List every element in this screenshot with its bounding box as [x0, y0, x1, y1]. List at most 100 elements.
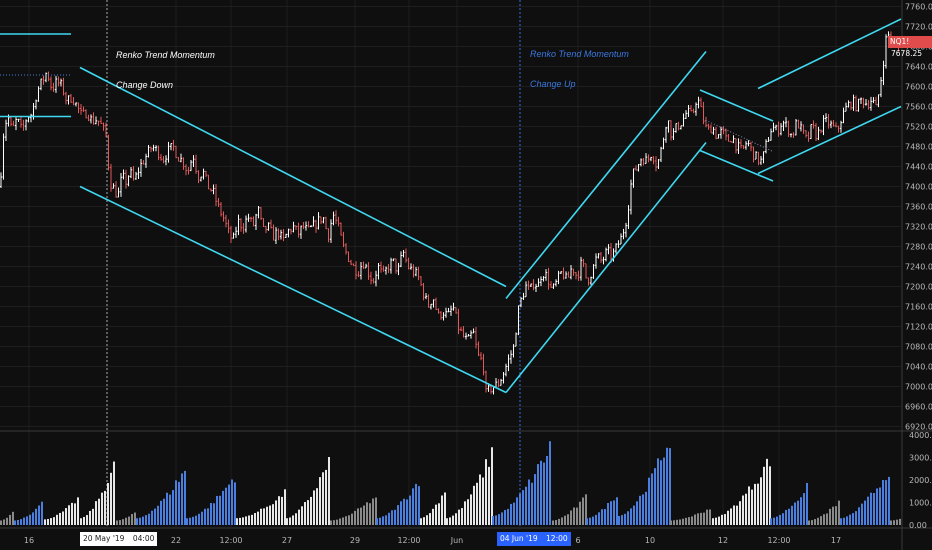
volume-bar: [449, 517, 451, 525]
volume-tick-label: 2000.00: [909, 476, 932, 485]
volume-bar: [516, 497, 518, 525]
volume-bar: [23, 517, 25, 525]
rise-upper: [757, 18, 902, 90]
volume-bar: [697, 513, 699, 525]
volume-bar: [50, 518, 52, 525]
volume-bar: [691, 516, 693, 525]
up-channel-lower: [505, 142, 707, 393]
volume-bar: [195, 515, 197, 525]
volume-bar: [107, 482, 109, 525]
volume-bar: [770, 518, 772, 525]
volume-bar: [222, 490, 224, 525]
volume-bar: [231, 479, 233, 525]
volume-bar: [507, 508, 509, 525]
volume-bar: [485, 459, 487, 525]
price-tick-label: 7000.00: [905, 383, 932, 392]
down-channel-lower: [79, 185, 507, 394]
grid-lines: [0, 0, 901, 527]
volume-axis[interactable]: 0.00 1000.00 2000.00 3000.00 4000.00: [909, 431, 932, 530]
volume-bar: [682, 518, 684, 525]
volume-bar: [592, 516, 594, 525]
volume-bar: [178, 481, 180, 525]
volume-bar: [17, 519, 19, 525]
volume-bar: [307, 500, 309, 525]
volume-tick-label: 4000.00: [909, 431, 932, 440]
volume-bar: [733, 505, 735, 525]
volume-bar: [748, 486, 750, 525]
volume-bar: [685, 517, 687, 525]
price-candles: [0, 31, 900, 395]
volume-bar: [219, 495, 221, 525]
volume-bar: [858, 507, 860, 525]
volume-bar: [348, 515, 350, 525]
time-tick-label: 10: [645, 536, 655, 545]
volume-bar: [444, 492, 446, 525]
volume-bar: [645, 491, 647, 525]
volume-bar: [415, 483, 417, 525]
volume-bar: [145, 515, 147, 525]
price-tick-label: 7560.00: [905, 103, 932, 112]
volume-bar: [154, 508, 156, 525]
volume-bar: [446, 518, 448, 525]
volume-bar: [452, 515, 454, 525]
volume-bar: [727, 510, 729, 525]
volume-bar: [192, 516, 194, 525]
volume-bar: [181, 473, 183, 525]
volume-bar: [688, 517, 690, 525]
volume-bar: [134, 512, 136, 525]
volume-bar: [328, 456, 330, 525]
cursor-time: 12:00: [546, 534, 568, 543]
volume-bar: [351, 513, 353, 525]
volume-bar: [92, 508, 94, 525]
volume-bar: [826, 513, 828, 525]
volume-bar: [522, 490, 524, 525]
volume-bar: [782, 513, 784, 525]
cursor-time: 04:00: [132, 534, 155, 543]
volume-bar: [864, 500, 866, 525]
price-tick-label: 6960.00: [905, 403, 932, 412]
volume-bar: [495, 515, 497, 525]
volume-bar: [797, 500, 799, 525]
volume-bar: [788, 508, 790, 525]
volume-bar: [890, 520, 892, 525]
volume-bar: [41, 501, 43, 525]
price-axis[interactable]: 6920.00 6960.00 7000.00 7040.00 7080.00 7120.…: [905, 3, 932, 432]
volume-bar: [139, 517, 141, 525]
time-axis[interactable]: 16 22 12:00 27 29 12:00 Jun 6 10 12 12:00 17: [24, 536, 841, 545]
price-tick-label: 6920.00: [905, 423, 932, 432]
volume-bar: [576, 507, 578, 525]
volume-bar: [98, 498, 100, 525]
cursor-date-badge-right: 04 Jun '19 12:00: [497, 532, 571, 546]
time-tick-label: 6: [575, 536, 580, 545]
volume-bar: [175, 480, 177, 525]
volume-bar: [806, 482, 808, 525]
volume-bar: [785, 509, 787, 525]
volume-bar: [77, 497, 79, 525]
volume-bar: [151, 510, 153, 525]
volume-bar: [709, 509, 711, 525]
volume-bar: [838, 500, 840, 525]
volume-tick-label: 1000.00: [909, 499, 932, 508]
trend-channels[interactable]: [0, 18, 902, 394]
volume-bar: [893, 520, 895, 525]
volume-bar: [89, 510, 91, 525]
volume-bar: [467, 499, 469, 525]
volume-bar: [654, 468, 656, 525]
volume-bar: [558, 518, 560, 525]
volume-bar: [552, 520, 554, 525]
volume-bar: [876, 488, 878, 525]
time-tick-label: 17: [831, 536, 841, 545]
volume-bar: [570, 510, 572, 525]
volume-bar: [706, 509, 708, 525]
price-tick-label: 7280.00: [905, 243, 932, 252]
volume-bar: [0, 520, 2, 525]
volume-bar: [101, 492, 103, 525]
volume-bar: [406, 499, 408, 525]
volume-bar: [534, 474, 536, 525]
volume-bar: [412, 488, 414, 525]
volume-bar: [621, 515, 623, 525]
volume-bar: [376, 518, 378, 525]
volume-bar: [803, 493, 805, 525]
volume-bar: [330, 520, 332, 525]
